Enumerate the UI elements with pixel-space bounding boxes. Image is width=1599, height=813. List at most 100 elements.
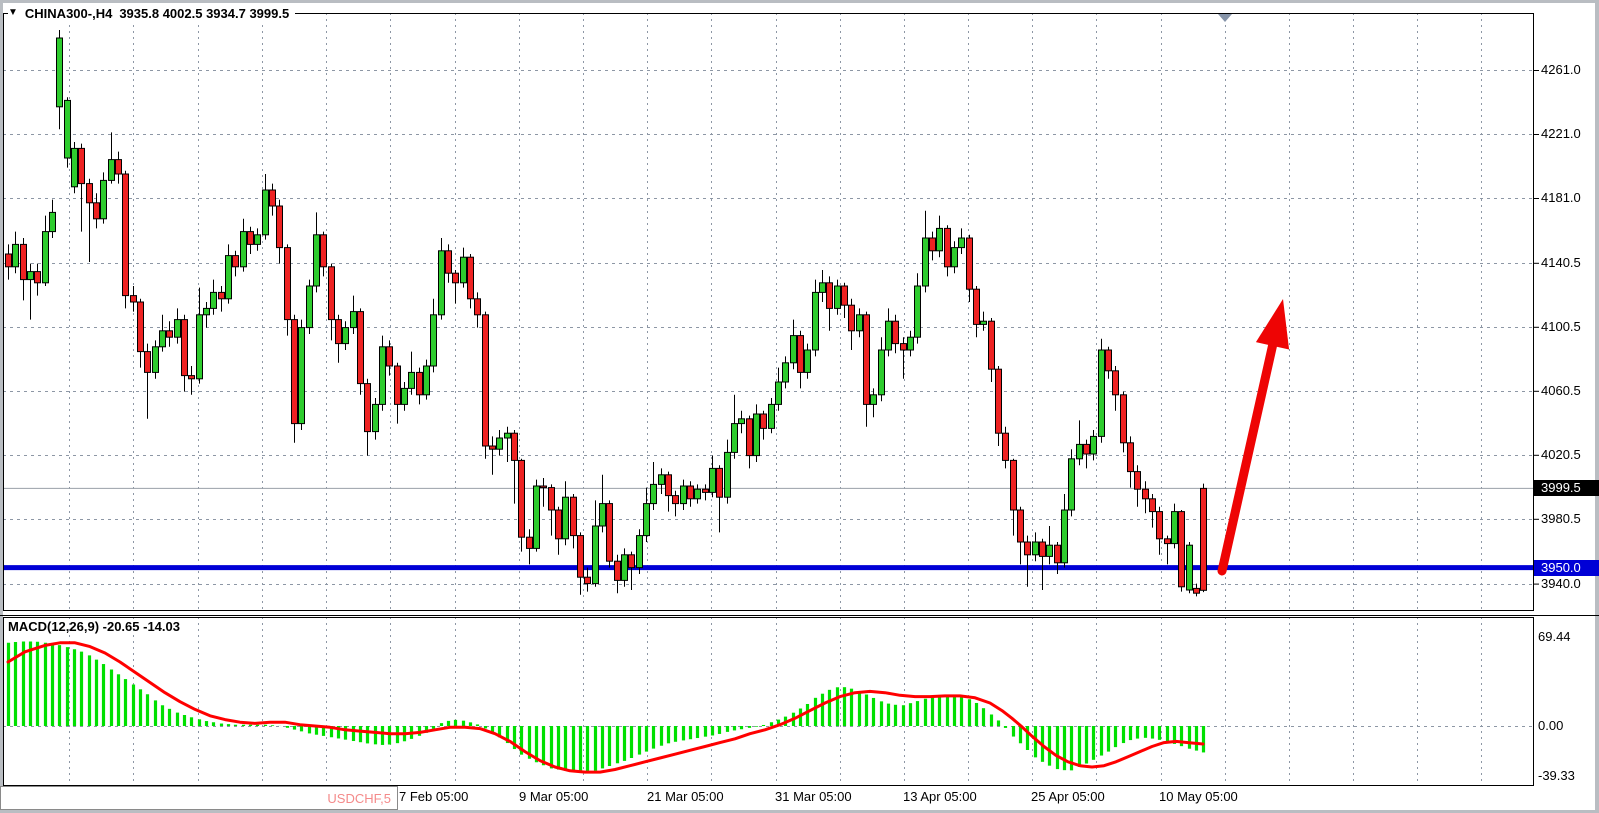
- candle-body: [900, 343, 907, 351]
- trend-arrow-shaft[interactable]: [1217, 335, 1279, 576]
- macd-indicator-label: MACD(12,26,9) -20.65 -14.03: [8, 619, 180, 634]
- chart-symbol-period: CHINA300-,H4: [24, 5, 113, 21]
- candle-body: [1039, 541, 1046, 557]
- candle-body: [1017, 509, 1024, 543]
- candle-body: [49, 211, 56, 233]
- price-tick-label: 4100.5: [1541, 319, 1581, 334]
- candle-body: [1200, 487, 1207, 591]
- candle-body: [93, 202, 100, 220]
- chart-title-bar: ▼ CHINA300-,H4 3935.8 4002.5 3934.7 3999…: [8, 5, 296, 21]
- candle-body: [1083, 443, 1090, 455]
- candle-body: [34, 271, 41, 284]
- candle-body: [401, 387, 408, 405]
- candle-body: [936, 227, 943, 252]
- candlestick-series[interactable]: [5, 30, 1207, 597]
- macd-signal-line: [6, 641, 1205, 774]
- candle-body: [166, 330, 173, 338]
- candle-body: [533, 485, 540, 549]
- candle-body: [210, 291, 217, 309]
- candle-body: [438, 250, 445, 316]
- time-tick-label: 25 Apr 05:00: [1031, 789, 1105, 804]
- candle-body: [452, 272, 459, 284]
- candle-body: [350, 311, 357, 329]
- candle-body: [606, 503, 613, 562]
- candle-body: [914, 285, 921, 338]
- candle-body: [760, 413, 767, 429]
- candle-body: [430, 314, 437, 367]
- price-tick-label: 3940.0: [1541, 576, 1581, 591]
- candle-body: [269, 189, 276, 207]
- candle-body: [276, 205, 283, 249]
- candle-body: [240, 231, 247, 268]
- candle-body: [724, 451, 731, 498]
- candle-body: [218, 291, 225, 300]
- candle-body: [731, 423, 738, 453]
- candle-body: [1193, 587, 1200, 594]
- candle-body: [819, 282, 826, 293]
- candle-body: [5, 253, 12, 268]
- candle-body: [709, 467, 716, 493]
- candle-body: [1142, 488, 1149, 500]
- candle-body: [555, 509, 562, 540]
- grid: [3, 13, 1533, 785]
- candle-body: [995, 368, 1002, 434]
- candle-body: [716, 467, 723, 498]
- trend-arrow-head-icon[interactable]: [1255, 299, 1290, 350]
- candle-body: [1054, 544, 1061, 564]
- candle-body: [841, 285, 848, 306]
- candle-body: [599, 503, 606, 527]
- candle-body: [416, 371, 423, 396]
- candle-body: [1164, 538, 1171, 545]
- background-window-symbol[interactable]: USDCHF,5: [327, 790, 391, 806]
- symbol-dropdown-icon[interactable]: ▼: [8, 7, 18, 18]
- candle-body: [291, 319, 298, 425]
- price-tick-label: 4020.5: [1541, 447, 1581, 462]
- candle-body: [306, 285, 313, 329]
- candle-body: [511, 432, 518, 461]
- chart-shift-marker-icon[interactable]: [1218, 14, 1232, 22]
- macd-tick-label: 0.00: [1538, 718, 1564, 733]
- candle-body: [342, 327, 349, 345]
- candle-body: [562, 496, 569, 540]
- candle-body: [137, 301, 144, 353]
- candle-body: [108, 159, 115, 181]
- candle-body: [804, 349, 811, 373]
- candle-body: [423, 365, 430, 396]
- price-tick-label: 3980.5: [1541, 511, 1581, 526]
- candle-body: [364, 383, 371, 433]
- background-window-tab[interactable]: USDCHF,5: [0, 786, 398, 810]
- candle-body: [328, 266, 335, 321]
- candle-body: [1098, 349, 1105, 437]
- candle-body: [753, 413, 760, 457]
- candle-body: [86, 183, 93, 204]
- price-tick-label: 4181.0: [1541, 190, 1581, 205]
- candle-body: [782, 362, 789, 383]
- time-tick-label: 7 Feb 05:00: [399, 789, 469, 804]
- candle-body: [174, 319, 181, 338]
- candle-body: [944, 227, 951, 268]
- price-tick-label: 4140.5: [1541, 255, 1581, 270]
- candle-body: [951, 247, 958, 268]
- candle-body: [1046, 544, 1053, 557]
- candle-body: [27, 271, 34, 281]
- candle-body: [973, 288, 980, 325]
- candle-body: [372, 403, 379, 433]
- candle-body: [71, 147, 78, 188]
- price-tick-label: 4261.0: [1541, 62, 1581, 77]
- candle-body: [1186, 544, 1193, 591]
- candle-body: [775, 381, 782, 405]
- candle-body: [966, 237, 973, 290]
- candle-body: [672, 495, 679, 505]
- candle-body: [1127, 442, 1134, 473]
- candle-body: [181, 319, 188, 377]
- candle-body: [680, 485, 687, 505]
- candle-body: [621, 554, 628, 581]
- candle-body: [1156, 511, 1163, 540]
- candle-body: [504, 432, 511, 439]
- candle-body: [518, 459, 525, 538]
- candle-body: [797, 335, 804, 373]
- candle-body: [870, 394, 877, 405]
- current-price-badge: 3999.5: [1534, 480, 1599, 496]
